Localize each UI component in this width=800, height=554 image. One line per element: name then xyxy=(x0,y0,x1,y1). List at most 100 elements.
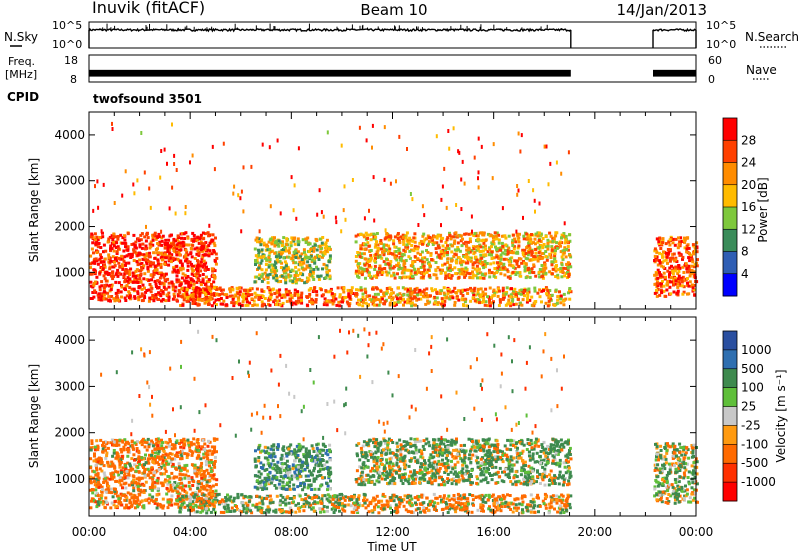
power-echo-cell xyxy=(426,268,430,272)
power-echo-cell xyxy=(397,267,401,271)
power-echo-cell xyxy=(550,272,554,276)
power-echo-cell xyxy=(682,285,686,289)
velocity-echo-cell xyxy=(222,499,226,503)
power-colorbar-tick-label: 16 xyxy=(741,200,756,214)
power-echo-cell xyxy=(306,260,310,264)
power-echo-cell xyxy=(177,270,181,274)
power-echo-cell xyxy=(264,263,268,266)
velocity-echo-cell xyxy=(90,499,93,503)
power-echo-cell xyxy=(459,272,463,276)
power-echo-cell xyxy=(173,153,176,158)
power-echo-cell xyxy=(563,241,567,245)
power-echo-cell xyxy=(250,297,254,301)
power-echo-cell xyxy=(359,288,363,292)
velocity-echo-cell xyxy=(101,450,105,454)
power-echo-cell xyxy=(422,232,426,236)
power-echo-cell xyxy=(558,290,561,294)
power-echo-cell xyxy=(449,295,452,299)
power-echo-cell xyxy=(546,244,550,248)
velocity-echo-cell xyxy=(184,494,188,498)
power-echo-cell xyxy=(448,234,452,237)
power-colorbar-swatch xyxy=(723,140,737,163)
power-echo-cell xyxy=(439,271,443,275)
power-echo-cell xyxy=(162,275,166,279)
power-echo-cell xyxy=(332,299,336,303)
power-echo-cell xyxy=(522,290,526,294)
nave-tick-top: 60 xyxy=(708,54,722,67)
power-echo-cell xyxy=(92,283,96,287)
power-echo-cell xyxy=(450,244,454,248)
velocity-echo-cell xyxy=(120,479,124,483)
velocity-echo-cell xyxy=(105,481,109,485)
power-echo-cell xyxy=(512,303,516,307)
freq-nave-strip: Freq. [MHz] 18 8 60 0 Nave xyxy=(5,54,777,86)
velocity-echo-cell xyxy=(154,451,157,455)
power-echo-cell xyxy=(409,269,413,273)
velocity-echo-cell xyxy=(142,483,146,487)
velocity-echo-cell xyxy=(124,503,128,507)
power-echo-cell xyxy=(417,223,420,227)
power-echo-cell xyxy=(303,281,307,285)
power-echo-cell xyxy=(674,267,677,271)
velocity-echo-cell xyxy=(151,476,155,480)
power-echo-cell xyxy=(172,240,176,244)
power-echo-cell xyxy=(509,295,513,299)
power-echo-cell xyxy=(95,259,99,263)
power-echo-cell xyxy=(91,291,95,294)
freq-band xyxy=(653,69,696,77)
power-echo-cell xyxy=(217,298,221,301)
power-echo-cell xyxy=(152,272,156,276)
power-echo-cell xyxy=(693,293,697,297)
power-echo-cell xyxy=(267,286,271,290)
power-echo-cell xyxy=(499,255,503,259)
power-echo-cell xyxy=(505,286,509,290)
power-echo-cell xyxy=(290,175,293,180)
power-echo-cell xyxy=(102,274,106,278)
velocity-echo-cell xyxy=(195,474,199,478)
power-echo-cell xyxy=(513,270,517,274)
power-echo-cell xyxy=(497,256,501,260)
power-echo-cell xyxy=(406,245,410,249)
velocity-echo-cell xyxy=(212,437,216,441)
power-echo-cell xyxy=(114,280,118,284)
power-echo-cell xyxy=(461,237,464,241)
freq-tick-bottom: 8 xyxy=(70,73,77,86)
power-echo-cell xyxy=(89,235,93,239)
power-echo-cell xyxy=(298,260,302,264)
velocity-echo-cell xyxy=(112,451,116,455)
power-echo-cell xyxy=(383,177,386,182)
power-echo-cell xyxy=(205,285,209,289)
power-echo-cell xyxy=(192,234,196,237)
power-echo-cell xyxy=(365,233,369,237)
power-echo-cell xyxy=(680,280,684,284)
power-echo-cell xyxy=(104,279,108,283)
power-echo-cell xyxy=(550,245,554,249)
velocity-echo-cell xyxy=(170,443,174,447)
power-echo-cell xyxy=(435,276,439,280)
velocity-echo-cell xyxy=(125,448,129,451)
power-echo-cell xyxy=(300,252,304,256)
power-echo-cell xyxy=(177,278,181,282)
power-echo-cell xyxy=(297,268,301,272)
velocity-echo-cell xyxy=(104,448,107,452)
power-echo-cell xyxy=(267,265,271,269)
noise-series xyxy=(88,23,697,48)
velocity-echo-cell xyxy=(127,506,131,510)
power-echo-cell xyxy=(160,299,163,303)
power-echo-cell xyxy=(559,294,563,298)
velocity-echo-cell xyxy=(171,464,175,468)
velocity-echo-cell xyxy=(97,502,101,506)
velocity-echo-cell xyxy=(232,496,236,500)
power-echo-cell xyxy=(260,288,264,292)
power-echo-cell xyxy=(514,293,518,297)
power-echo-cell xyxy=(425,237,428,241)
power-echo-cell xyxy=(121,267,125,271)
velocity-echo-cell xyxy=(136,482,140,486)
power-echo-cell xyxy=(432,273,436,277)
power-echo-cell xyxy=(119,257,123,261)
power-echo-cell xyxy=(309,270,313,274)
velocity-echo-cell xyxy=(192,498,196,502)
power-echo-cell xyxy=(498,298,502,302)
power-echo-cell xyxy=(499,257,503,261)
power-echo-cell xyxy=(113,264,117,268)
